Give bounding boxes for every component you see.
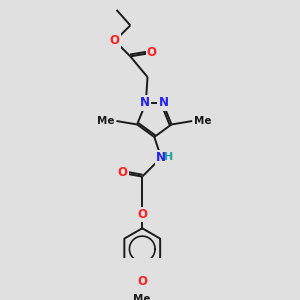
- Text: Me: Me: [134, 294, 151, 300]
- Text: Me: Me: [97, 116, 115, 126]
- Text: H: H: [164, 152, 174, 162]
- Text: O: O: [147, 46, 157, 59]
- Text: O: O: [117, 166, 128, 179]
- Text: Me: Me: [194, 116, 212, 126]
- Text: O: O: [137, 208, 147, 221]
- Text: N: N: [159, 96, 169, 110]
- Text: N: N: [156, 151, 166, 164]
- Text: O: O: [137, 275, 147, 288]
- Text: O: O: [110, 34, 120, 47]
- Text: N: N: [140, 96, 150, 110]
